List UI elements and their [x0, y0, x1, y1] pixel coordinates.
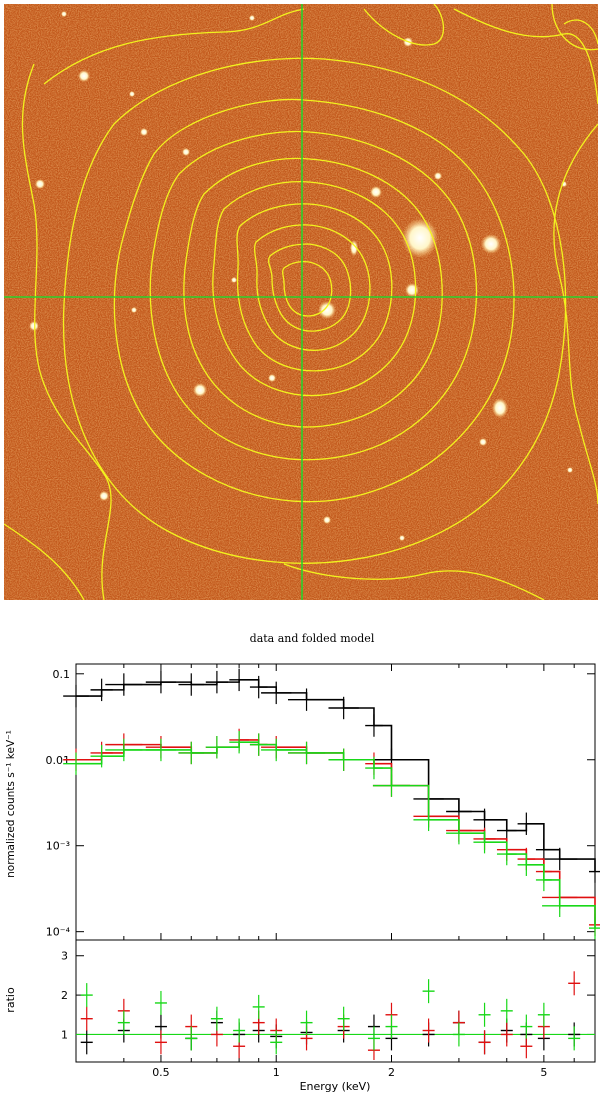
- source: [370, 186, 382, 198]
- crosshair: [4, 4, 598, 600]
- source: [318, 301, 336, 319]
- contour: [43, 8, 598, 105]
- source: [78, 70, 90, 82]
- source: [129, 91, 135, 97]
- contour: [113, 98, 515, 503]
- x-tick-label: 0.5: [152, 1066, 170, 1079]
- contour: [267, 243, 352, 332]
- contour: [253, 224, 371, 351]
- source: [140, 128, 148, 136]
- source: [492, 398, 508, 418]
- contour: [283, 563, 545, 600]
- source: [399, 535, 405, 541]
- y-tick-label: 2: [61, 989, 68, 1002]
- y-tick-label: 1: [61, 1028, 68, 1041]
- model-line: [76, 741, 596, 929]
- x-tick-label: 1: [273, 1066, 280, 1079]
- source: [193, 383, 207, 397]
- contour: [363, 4, 445, 46]
- source: [323, 516, 331, 524]
- source: [99, 491, 109, 501]
- source: [231, 277, 237, 283]
- x-tick-label: 2: [388, 1066, 395, 1079]
- contour: [21, 63, 112, 600]
- image-noise: [4, 4, 598, 600]
- source: [405, 283, 419, 297]
- x-axis-label: Energy (keV): [300, 1080, 371, 1093]
- y-tick-label: 0.1: [53, 668, 71, 681]
- contour: [236, 203, 393, 372]
- chart-title: data and folded model: [250, 632, 375, 645]
- y-axis-label-lower: ratio: [4, 987, 17, 1013]
- source: [35, 179, 45, 189]
- y-tick-label: 10⁻⁴: [46, 926, 71, 939]
- source: [479, 438, 487, 446]
- upper-panel-frame: [75, 663, 596, 941]
- xray-contours: [4, 4, 598, 600]
- y-tick-label: 10⁻³: [46, 840, 70, 853]
- source: [434, 172, 442, 180]
- contour: [149, 130, 478, 461]
- x-tick-label: 5: [540, 1066, 547, 1079]
- optical-image-with-xray-contours: [4, 4, 598, 600]
- source: [268, 374, 276, 382]
- contour: [183, 157, 443, 428]
- y-tick-label: 3: [61, 950, 68, 963]
- source: [567, 467, 573, 473]
- source: [182, 148, 190, 156]
- source: [61, 11, 67, 17]
- contour: [62, 57, 567, 564]
- contour: [4, 523, 85, 600]
- contour: [212, 180, 417, 397]
- lower-panel-frame: [75, 939, 596, 1063]
- source: [481, 234, 501, 254]
- contour: [553, 123, 598, 505]
- contour: [551, 4, 598, 51]
- optical-sources: [29, 11, 573, 541]
- source: [131, 307, 137, 313]
- y-axis-label-upper: normalized counts s⁻¹ keV⁻¹: [5, 730, 17, 878]
- contour: [282, 261, 333, 317]
- model-line: [76, 739, 596, 925]
- source: [249, 15, 255, 21]
- source: [29, 321, 39, 331]
